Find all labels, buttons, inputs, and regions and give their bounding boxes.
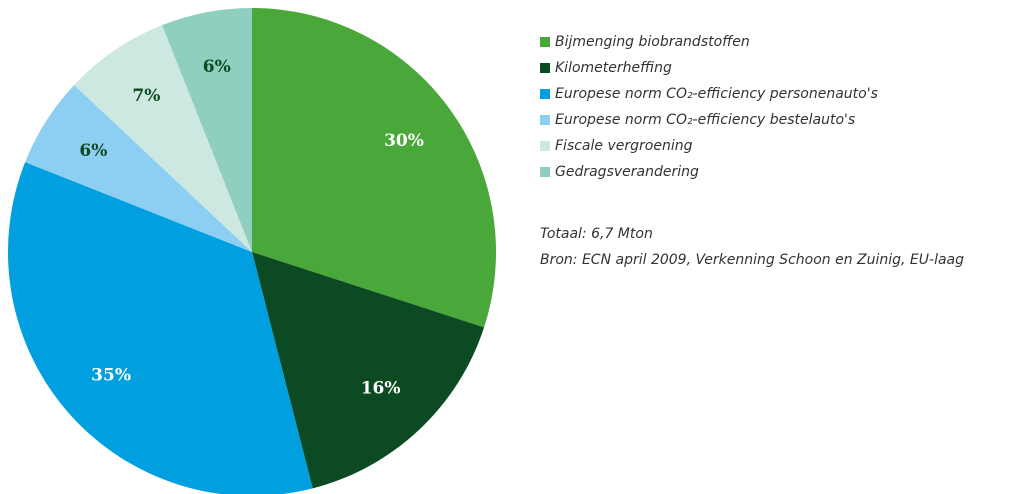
pie-slice: [25, 84, 252, 252]
legend-label: Fiscale vergroening: [555, 138, 693, 154]
slice-label: 16%: [361, 378, 401, 398]
pie-slice: [162, 8, 252, 252]
pie-slice: [252, 8, 496, 328]
slice-label: 7%: [132, 86, 160, 106]
legend-label: Bijmenging biobrandstoffen: [555, 34, 750, 50]
total-note: Totaal: 6,7 Mton: [540, 226, 653, 242]
legend-label: Kilometerheffing: [555, 60, 672, 76]
source-note: Bron: ECN april 2009, Verkenning Schoon …: [540, 252, 964, 268]
legend-swatch: [540, 37, 550, 47]
pie-slice: [252, 252, 485, 489]
legend-label: Gedragsverandering: [555, 164, 699, 180]
legend-swatch: [540, 167, 550, 177]
legend-label: Europese norm CO₂-efficiency bestelauto'…: [555, 112, 855, 128]
pie-slice: [8, 162, 313, 494]
legend-swatch: [540, 89, 550, 99]
slice-label: 35%: [91, 366, 131, 386]
legend-swatch: [540, 115, 550, 125]
legend-swatch: [540, 63, 550, 73]
slice-label: 6%: [203, 57, 231, 77]
slice-label: 6%: [79, 141, 107, 161]
pie-slice: [74, 25, 252, 252]
legend-label: Europese norm CO₂-efficiency personenaut…: [555, 86, 878, 102]
legend-swatch: [540, 141, 550, 151]
slice-label: 30%: [384, 131, 424, 151]
